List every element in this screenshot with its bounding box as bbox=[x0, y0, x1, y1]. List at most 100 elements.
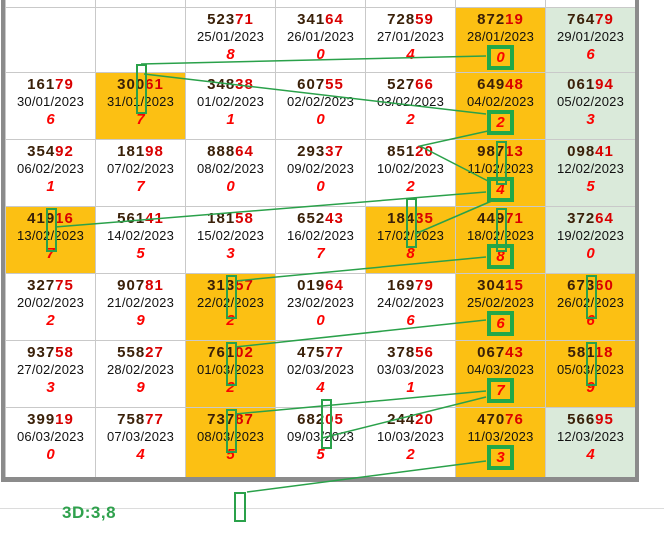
result-cell[interactable]: 88864 08/02/2023 0 bbox=[186, 140, 276, 207]
result-cell[interactable]: 76479 29/01/2023 6 bbox=[546, 8, 636, 73]
digit-highlight-box: 2 bbox=[487, 110, 514, 135]
result-cell[interactable]: 47577 02/03/2023 4 bbox=[276, 341, 366, 408]
draw-digit: 2 bbox=[226, 312, 235, 329]
draw-date: 15/02/2023 bbox=[196, 228, 265, 243]
result-cell[interactable]: 30415 25/02/2023 6 bbox=[456, 274, 546, 341]
draw-digit: 6 bbox=[496, 315, 505, 332]
digit-cursor bbox=[225, 342, 237, 386]
result-cell[interactable]: 72859 27/01/2023 4 bbox=[366, 8, 456, 73]
draw-number: 01964 bbox=[297, 277, 344, 294]
result-cell[interactable]: 85120 10/02/2023 2 bbox=[366, 140, 456, 207]
result-cell[interactable]: 37856 03/03/2023 1 bbox=[366, 341, 456, 408]
result-cell[interactable]: 58118 05/03/2023 9 bbox=[546, 341, 636, 408]
result-cell[interactable]: 98713 11/02/2023 4 bbox=[456, 140, 546, 207]
draw-date: 10/02/2023 bbox=[376, 161, 445, 176]
result-cell[interactable]: 87219 28/01/2023 0 bbox=[456, 8, 546, 73]
result-cell[interactable]: 06194 05/02/2023 3 bbox=[546, 73, 636, 140]
draw-digit: 8 bbox=[226, 46, 235, 63]
grid-top-stub bbox=[366, 0, 456, 8]
result-cell[interactable]: 24420 10/03/2023 2 bbox=[366, 408, 456, 478]
result-cell[interactable]: 35492 06/02/2023 1 bbox=[6, 140, 96, 207]
draw-number: 35492 bbox=[27, 143, 74, 160]
draw-digit: 2 bbox=[406, 178, 415, 195]
draw-date: 08/02/2023 bbox=[196, 161, 265, 176]
result-cell[interactable]: 76102 01/03/2023 2 bbox=[186, 341, 276, 408]
draw-date: 02/03/2023 bbox=[286, 362, 355, 377]
result-cell[interactable]: 29337 09/02/2023 0 bbox=[276, 140, 366, 207]
result-cell[interactable]: 34838 01/02/2023 1 bbox=[186, 73, 276, 140]
result-cell[interactable]: 65243 16/02/2023 7 bbox=[276, 207, 366, 274]
draw-date: 04/02/2023 bbox=[466, 94, 535, 109]
draw-digit: 9 bbox=[136, 312, 145, 329]
draw-date: 21/02/2023 bbox=[106, 295, 175, 310]
draw-date: 03/02/2023 bbox=[376, 94, 445, 109]
result-cell[interactable]: 41916 13/02/2023 7 bbox=[6, 207, 96, 274]
result-cell[interactable] bbox=[6, 8, 96, 73]
result-cell[interactable]: 55827 28/02/2023 9 bbox=[96, 341, 186, 408]
draw-number: 37264 bbox=[567, 210, 614, 227]
results-table: 52371 25/01/2023 8 34164 26/01/2023 0 72859 27/… bbox=[5, 0, 636, 478]
result-cell[interactable]: 01964 23/02/2023 0 bbox=[276, 274, 366, 341]
digit-cursor bbox=[585, 275, 597, 319]
draw-date: 06/03/2023 bbox=[16, 429, 85, 444]
draw-digit: 6 bbox=[586, 46, 595, 63]
result-cell[interactable]: 31357 22/02/2023 2 bbox=[186, 274, 276, 341]
result-cell[interactable]: 06743 04/03/2023 7 bbox=[456, 341, 546, 408]
result-cell[interactable]: 37264 19/02/2023 0 bbox=[546, 207, 636, 274]
result-cell[interactable]: 56141 14/02/2023 5 bbox=[96, 207, 186, 274]
result-cell[interactable]: 52766 03/02/2023 2 bbox=[366, 73, 456, 140]
result-cell[interactable]: 68205 09/03/2023 5 bbox=[276, 399, 366, 478]
draw-number: 93758 bbox=[27, 344, 74, 361]
result-cell[interactable]: 32775 20/02/2023 2 bbox=[6, 274, 96, 341]
table-border-left bbox=[1, 0, 5, 481]
grid-top-stub bbox=[96, 0, 186, 8]
draw-number: 06194 bbox=[567, 76, 614, 93]
result-cell[interactable]: 93758 27/02/2023 3 bbox=[6, 341, 96, 408]
result-cell[interactable]: 67360 26/02/2023 6 bbox=[546, 274, 636, 341]
draw-digit: 6 bbox=[406, 312, 415, 329]
draw-number: 52371 bbox=[207, 11, 254, 28]
draw-digit: 5 bbox=[586, 178, 595, 195]
draw-digit: 7 bbox=[136, 178, 145, 195]
result-cell[interactable]: 56695 12/03/2023 4 bbox=[546, 408, 636, 478]
draw-date: 20/02/2023 bbox=[16, 295, 85, 310]
draw-date: 25/02/2023 bbox=[466, 295, 535, 310]
result-cell[interactable]: 90781 21/02/2023 9 bbox=[96, 274, 186, 341]
result-cell[interactable]: 18435 17/02/2023 8 bbox=[366, 198, 456, 274]
result-cell[interactable]: 16979 24/02/2023 6 bbox=[366, 274, 456, 341]
draw-date: 13/02/2023 bbox=[16, 228, 85, 243]
result-cell[interactable]: 73787 08/03/2023 5 bbox=[186, 408, 276, 478]
draw-date: 28/01/2023 bbox=[466, 29, 535, 44]
result-cell[interactable]: 52371 25/01/2023 8 bbox=[186, 8, 276, 73]
draw-digit: 5 bbox=[226, 446, 235, 463]
digit-highlight-box: 3 bbox=[487, 445, 514, 470]
draw-number: 30415 bbox=[477, 277, 524, 294]
draw-digit: 2 bbox=[406, 111, 415, 128]
result-cell[interactable]: 44971 18/02/2023 8 bbox=[456, 207, 546, 274]
result-cell[interactable]: 60755 02/02/2023 0 bbox=[276, 73, 366, 140]
grid-top-stub bbox=[456, 0, 546, 8]
draw-date: 05/03/2023 bbox=[556, 362, 625, 377]
result-cell[interactable]: 18198 07/02/2023 7 bbox=[96, 140, 186, 207]
draw-date: 08/03/2023 bbox=[196, 429, 265, 444]
grid-top-stub bbox=[186, 0, 276, 8]
result-cell[interactable]: 30061 31/01/2023 7 bbox=[96, 64, 186, 140]
draw-number: 90781 bbox=[117, 277, 164, 294]
draw-date: 05/02/2023 bbox=[556, 94, 625, 109]
result-cell[interactable]: 34164 26/01/2023 0 bbox=[276, 8, 366, 73]
result-cell[interactable]: 09841 12/02/2023 5 bbox=[546, 140, 636, 207]
result-cell[interactable]: 18158 15/02/2023 3 bbox=[186, 207, 276, 274]
draw-date: 02/02/2023 bbox=[286, 94, 355, 109]
result-cell[interactable]: 47076 11/03/2023 3 bbox=[456, 408, 546, 478]
result-cell[interactable]: 64948 04/02/2023 2 bbox=[456, 73, 546, 140]
draw-date: 10/03/2023 bbox=[376, 429, 445, 444]
result-cell[interactable]: 39919 06/03/2023 0 bbox=[6, 408, 96, 478]
draw-digit: 2 bbox=[46, 312, 55, 329]
result-cell[interactable]: 75877 07/03/2023 4 bbox=[96, 408, 186, 478]
draw-digit: 0 bbox=[316, 312, 325, 329]
result-cell[interactable]: 16179 30/01/2023 6 bbox=[6, 73, 96, 140]
draw-date: 26/02/2023 bbox=[556, 295, 625, 310]
draw-number: 09841 bbox=[567, 143, 614, 160]
annotation-3d-label: 3D:3,8 bbox=[62, 503, 117, 522]
draw-digit: 7 bbox=[316, 245, 325, 262]
